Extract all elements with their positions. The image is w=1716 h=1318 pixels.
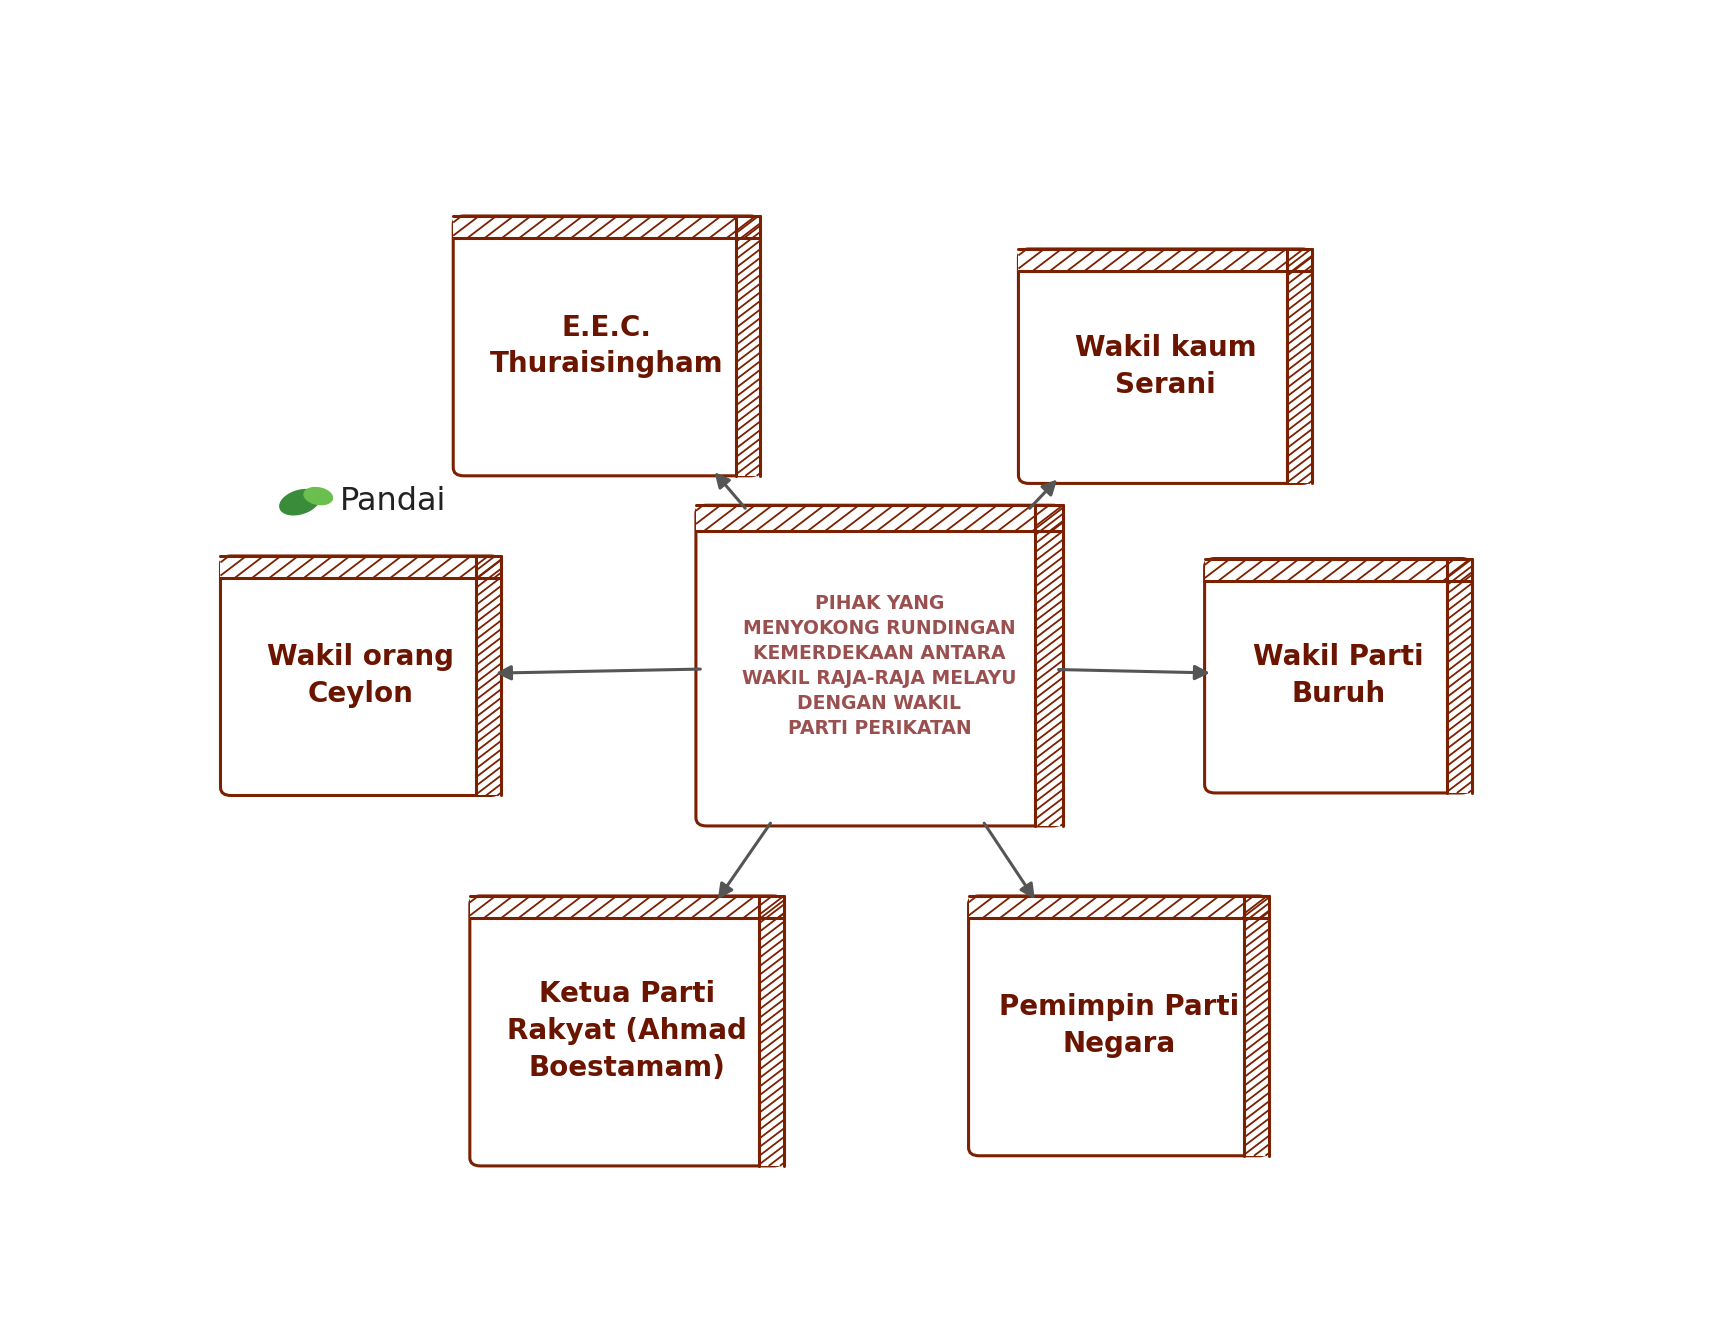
Bar (1035, 505, 1062, 826)
Text: Ketua Parti
Rakyat (Ahmad
Boestamam): Ketua Parti Rakyat (Ahmad Boestamam) (506, 981, 746, 1082)
Bar (453, 216, 760, 239)
Bar (697, 505, 1062, 531)
Bar (1244, 896, 1270, 1156)
Ellipse shape (304, 488, 333, 505)
Bar (220, 556, 501, 579)
Bar (736, 216, 760, 476)
Bar (1447, 559, 1472, 793)
FancyBboxPatch shape (453, 216, 760, 476)
Bar (477, 556, 501, 796)
Bar (1287, 249, 1313, 484)
Bar (470, 896, 784, 919)
FancyBboxPatch shape (470, 896, 784, 1166)
Text: Wakil Parti
Buruh: Wakil Parti Buruh (1253, 643, 1424, 708)
FancyBboxPatch shape (220, 556, 501, 796)
FancyBboxPatch shape (1018, 249, 1313, 484)
Text: E.E.C.
Thuraisingham: E.E.C. Thuraisingham (491, 314, 724, 378)
Text: PIHAK YANG
MENYOKONG RUNDINGAN
KEMERDEKAAN ANTARA
WAKIL RAJA-RAJA MELAYU
DENGAN : PIHAK YANG MENYOKONG RUNDINGAN KEMERDEKA… (743, 593, 1016, 738)
Text: Pemimpin Parti
Negara: Pemimpin Parti Negara (999, 994, 1239, 1058)
Text: Pandai: Pandai (340, 485, 446, 517)
Text: Wakil kaum
Serani: Wakil kaum Serani (1074, 333, 1256, 398)
Text: Wakil orang
Ceylon: Wakil orang Ceylon (268, 643, 455, 708)
FancyBboxPatch shape (968, 896, 1270, 1156)
FancyBboxPatch shape (1205, 559, 1472, 793)
Bar (1205, 559, 1472, 581)
FancyBboxPatch shape (697, 505, 1062, 826)
Ellipse shape (280, 489, 319, 515)
Bar (968, 896, 1270, 919)
Bar (758, 896, 784, 1166)
Bar (1018, 249, 1313, 272)
